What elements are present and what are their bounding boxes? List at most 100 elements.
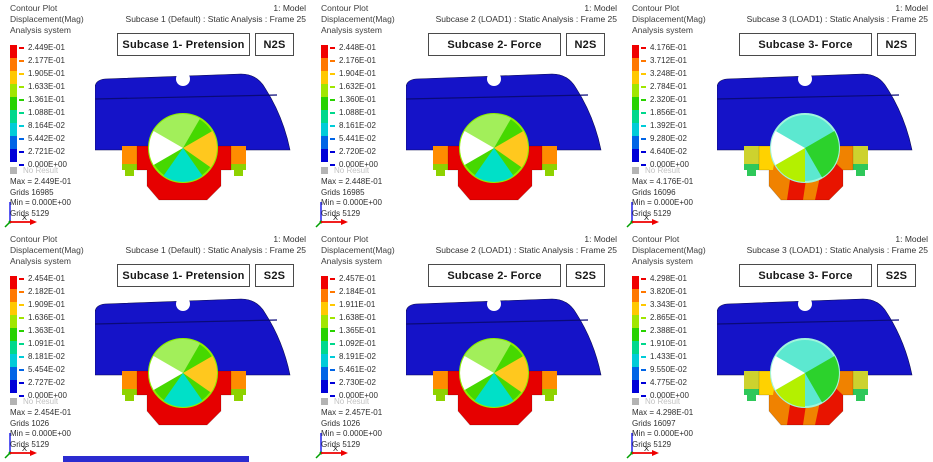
legend-tick — [641, 85, 646, 88]
model-view[interactable] — [406, 58, 618, 208]
minmax-stats: Max = 2.449E-01 Grids 16985 Min = 0.000E… — [10, 177, 71, 219]
triad-x-arrowhead — [30, 219, 37, 225]
no-result-row: No Result — [10, 166, 58, 175]
legend-band — [632, 276, 639, 289]
bracket-tab-left-nub — [125, 395, 134, 401]
legend-band — [321, 110, 328, 123]
subcase-note-box[interactable]: Subcase 2- Force — [428, 33, 561, 56]
min-grids-line: Grids 5129 — [632, 439, 672, 449]
legend-value-row: 9.550E-02 — [641, 363, 687, 376]
bracket-tab-right-strip — [853, 389, 868, 395]
bracket-tab-right — [542, 146, 557, 166]
legend-band — [632, 367, 639, 380]
minmax-stats: Max = 4.298E-01 Grids 16097 Min = 0.000E… — [632, 408, 693, 450]
bracket-outline — [447, 370, 543, 426]
legend-value: 2.727E-02 — [28, 378, 65, 387]
legend-value: 5.441E-02 — [339, 134, 376, 143]
model-view[interactable] — [95, 283, 307, 433]
subcase-note-box[interactable]: Subcase 3- Force — [739, 264, 872, 287]
legend-tick — [330, 394, 335, 397]
housing-hole — [176, 72, 190, 86]
legend-tick — [330, 342, 335, 345]
legend-value: 1.363E-01 — [28, 326, 65, 335]
legend-tick — [641, 137, 646, 140]
orientation-triad: X — [4, 433, 37, 459]
legend-value: 2.865E-01 — [650, 313, 687, 322]
bracket-outline — [136, 145, 232, 201]
legend-band — [321, 289, 328, 302]
ball-section-cut-wedge — [149, 356, 183, 390]
no-result-swatch — [632, 398, 639, 405]
bracket-tab-left — [433, 146, 448, 166]
housing-hole — [487, 297, 501, 311]
model-view[interactable] — [406, 283, 618, 433]
max-grids-line: Grids 16985 — [321, 187, 365, 197]
legend-tick — [330, 72, 335, 75]
legend-value-row: 0.000E+00 — [641, 158, 689, 171]
legend-value-row: 1.904E-01 — [330, 67, 376, 80]
legend-value-row: 2.449E-01 — [19, 41, 65, 54]
orientation-triad: X — [626, 433, 659, 459]
legend-value-row: 5.441E-02 — [330, 132, 376, 145]
contact-type-note-box[interactable]: N2S — [566, 33, 605, 56]
contact-type-note-box[interactable]: S2S — [566, 264, 605, 287]
plot-info: Contour Plot Displacement(Mag) Analysis … — [321, 234, 395, 267]
model-view[interactable] — [717, 58, 929, 208]
bracket-tab-right-nub — [545, 395, 554, 401]
max-line: Max = 2.449E-01 — [10, 177, 72, 186]
legend-band — [10, 136, 17, 149]
legend-tick — [330, 150, 335, 153]
legend-band — [632, 149, 639, 162]
triad-x-arrowhead — [652, 450, 659, 456]
model-title: 1: Model — [895, 234, 928, 244]
orientation-triad: X — [315, 433, 348, 459]
no-result-row: No Result — [632, 166, 680, 175]
triad-x-label: X — [22, 213, 27, 222]
model-view[interactable] — [95, 58, 307, 208]
legend-value: 4.298E-01 — [650, 274, 687, 283]
bracket-tab-left-nub — [436, 395, 445, 401]
bracket-tab-left-strip — [744, 164, 759, 170]
no-result-row: No Result — [10, 397, 58, 406]
subcase-note-label: Subcase 2- Force — [447, 38, 542, 51]
contact-type-note-box[interactable]: S2S — [877, 264, 916, 287]
legend-value: 8.191E-02 — [339, 352, 376, 361]
subcase-note-box[interactable]: Subcase 1- Pretension — [117, 33, 250, 56]
legend-value-row: 2.720E-02 — [330, 145, 376, 158]
legend-value: 2.182E-01 — [28, 287, 65, 296]
contact-type-note-box[interactable]: S2S — [255, 264, 294, 287]
contact-type-note-box[interactable]: N2S — [255, 33, 294, 56]
subcase-note-label: Subcase 3- Force — [758, 38, 853, 51]
max-grids-line: Grids 1026 — [321, 418, 361, 428]
legend-bar — [632, 276, 639, 393]
bracket-tab-right — [231, 371, 246, 391]
contour-legend: 4.176E-01 3.712E-01 3.248E-01 2.784E-01 2.32… — [632, 41, 732, 183]
legend-band — [10, 71, 17, 84]
model-view[interactable] — [717, 283, 929, 433]
legend-value-row: 1.638E-01 — [330, 311, 376, 324]
legend-value-row: 2.388E-01 — [641, 324, 687, 337]
legend-band — [10, 45, 17, 58]
legend-value-row: 4.640E-02 — [641, 145, 687, 158]
legend-tick — [19, 368, 24, 371]
legend-value: 0.000E+00 — [28, 391, 67, 400]
minmax-stats: Max = 2.457E-01 Grids 1026 Min = 0.000E+… — [321, 408, 382, 450]
legend-value: 0.000E+00 — [650, 160, 689, 169]
plot-info: Contour Plot Displacement(Mag) Analysis … — [321, 3, 395, 36]
legend-tick — [641, 46, 646, 49]
subcase-note-box[interactable]: Subcase 2- Force — [428, 264, 561, 287]
subcase-note-box[interactable]: Subcase 1- Pretension — [117, 264, 250, 287]
legend-value-row: 2.448E-01 — [330, 41, 376, 54]
contact-type-note-box[interactable]: N2S — [877, 33, 916, 56]
legend-band — [321, 328, 328, 341]
legend-value-row: 1.905E-01 — [19, 67, 65, 80]
result-type-label: Displacement(Mag) — [321, 14, 395, 24]
no-result-swatch — [10, 398, 17, 405]
legend-value: 2.449E-01 — [28, 43, 65, 52]
legend-value: 9.550E-02 — [650, 365, 687, 374]
housing-hole — [487, 72, 501, 86]
subcase-note-box[interactable]: Subcase 3- Force — [739, 33, 872, 56]
contour-panel: Contour Plot Displacement(Mag) Analysis … — [311, 0, 622, 231]
bracket-tab-right-nub — [234, 170, 243, 176]
